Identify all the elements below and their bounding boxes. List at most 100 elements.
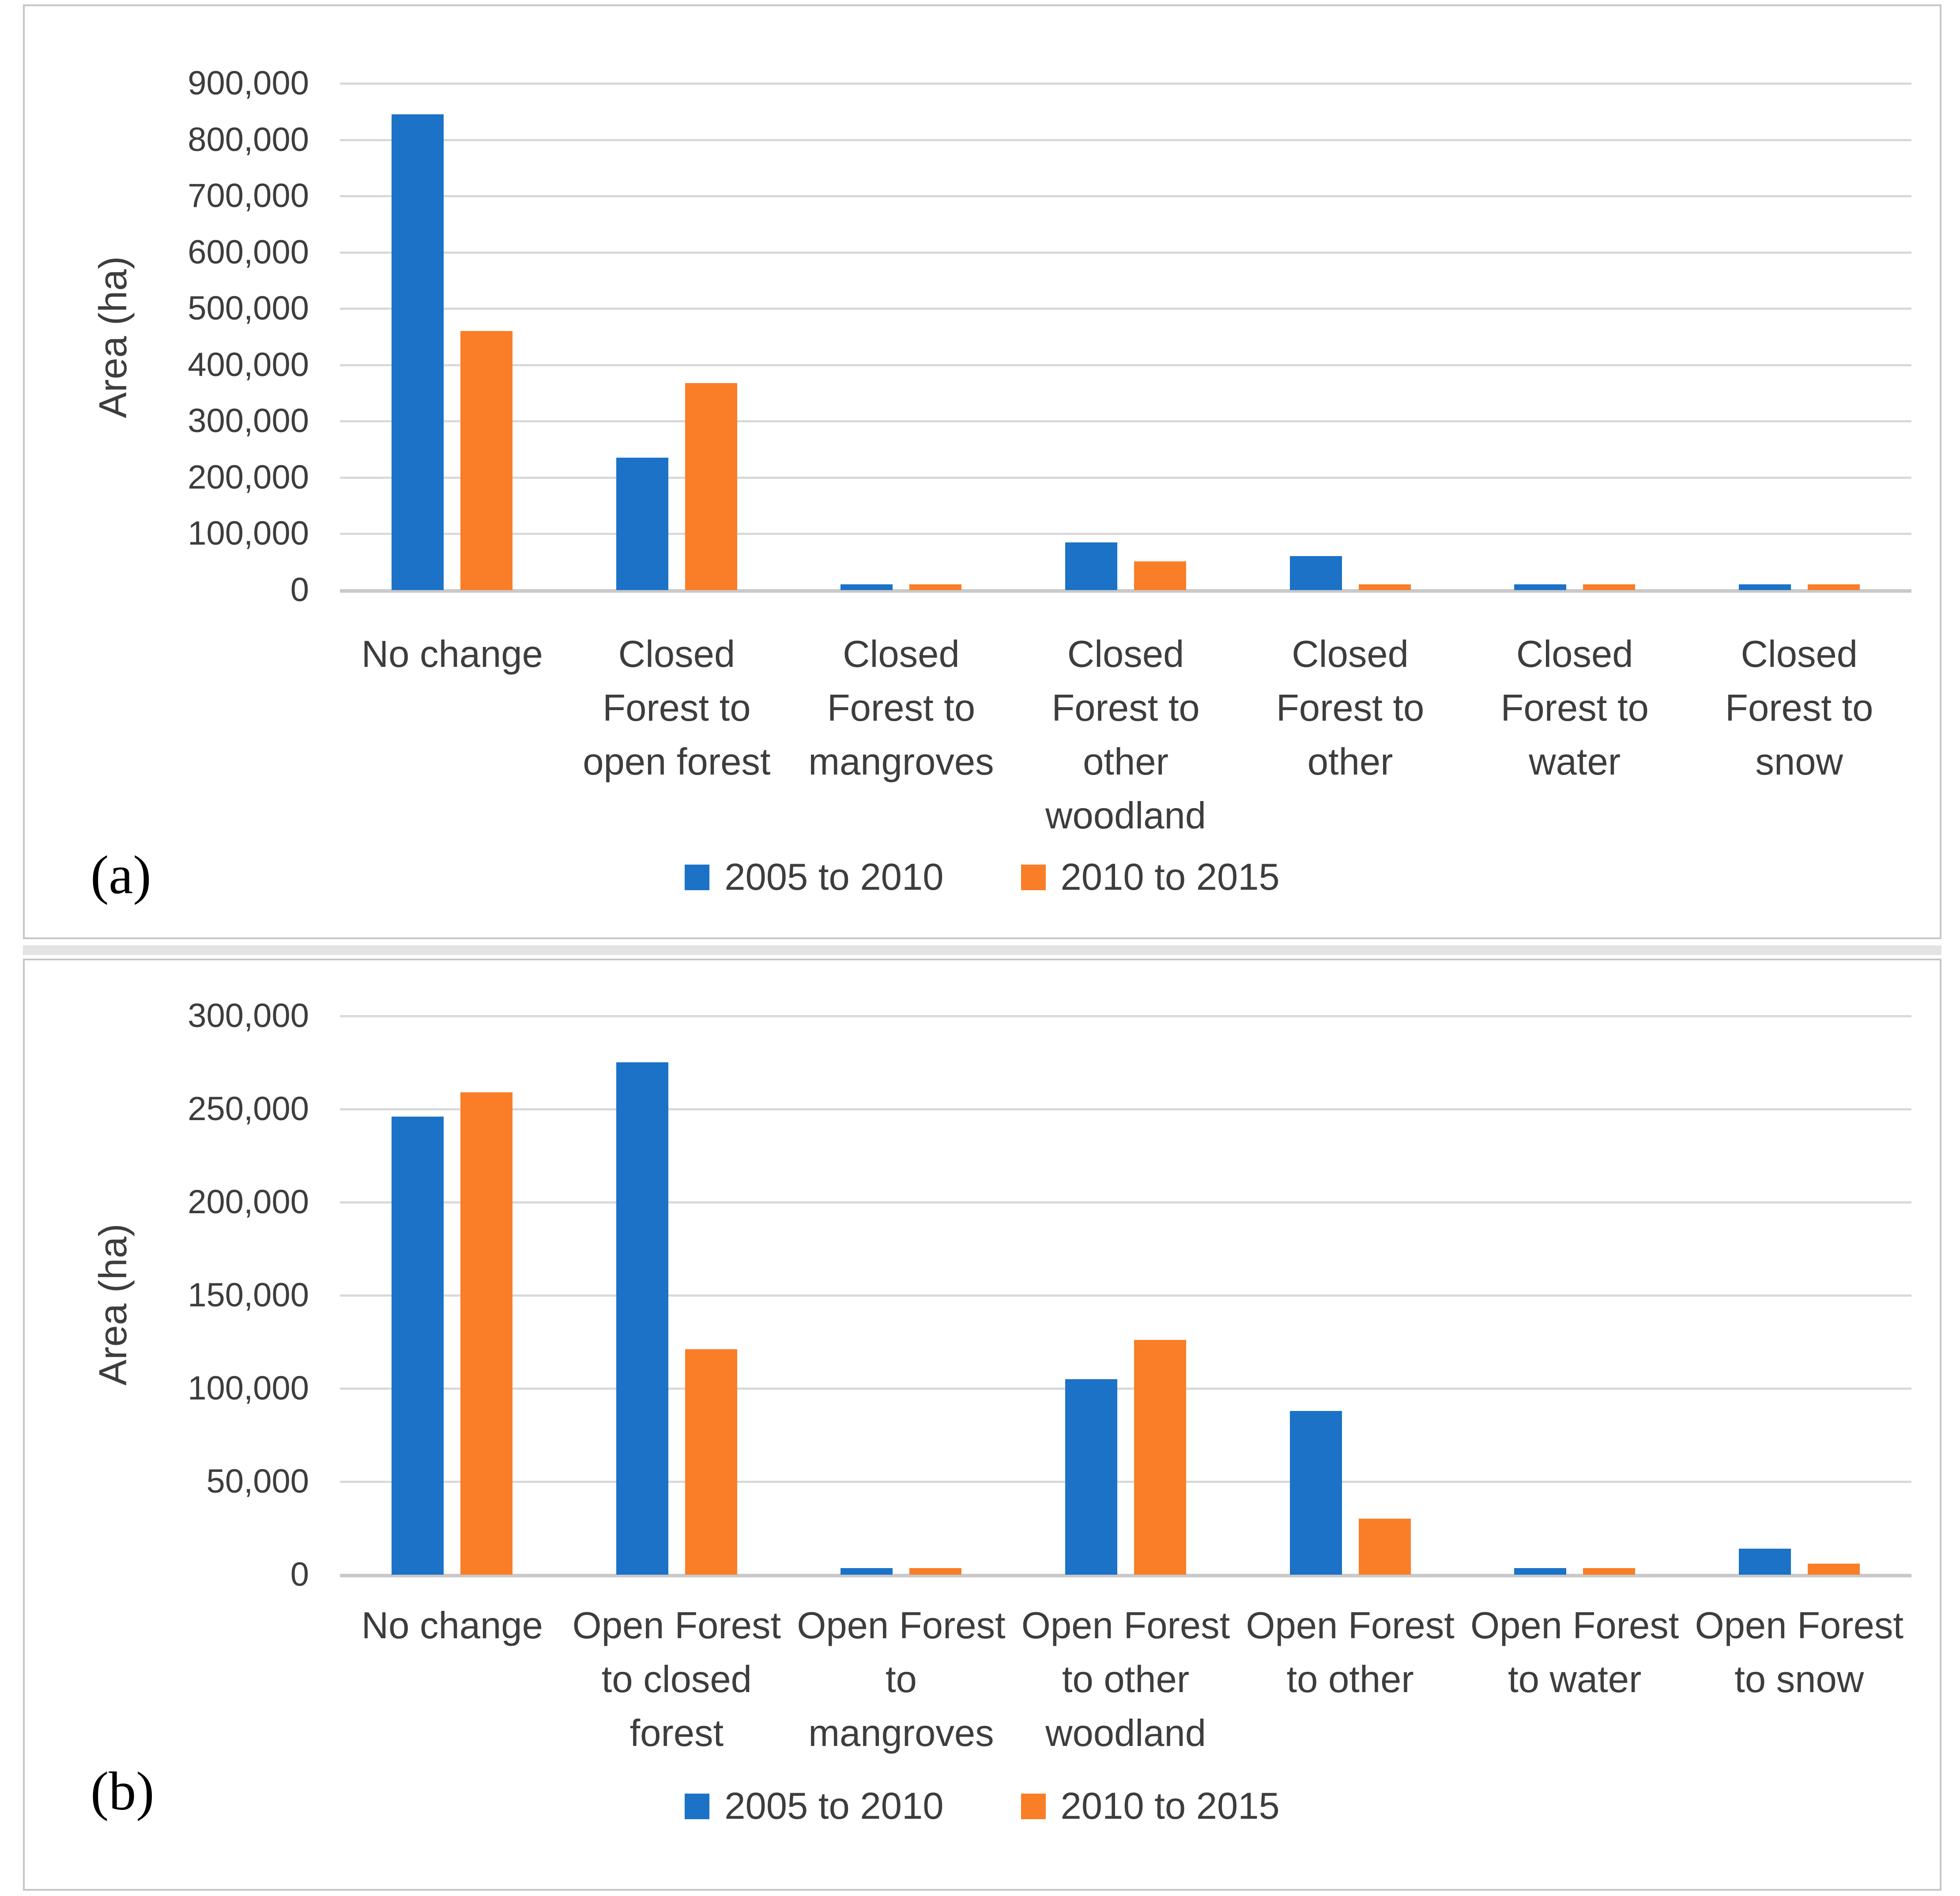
y-axis-title: Area (ha)	[91, 1223, 135, 1386]
bar-2010-to-2015-cat2	[909, 1568, 961, 1575]
legend: 2005 to 2010 2010 to 2015	[25, 856, 1940, 899]
bar-2010-to-2015-cat4	[1359, 1519, 1411, 1575]
y-tick-label: 50,000	[206, 1463, 309, 1500]
y-tick-label: 0	[290, 571, 309, 609]
gridline	[340, 1481, 1911, 1483]
x-category-label: Closed Forest to mangroves	[808, 633, 994, 783]
x-category-label: No change	[361, 633, 543, 675]
gridline	[340, 308, 1911, 310]
gridline	[340, 1108, 1911, 1110]
y-tick-label: 250,000	[188, 1090, 309, 1128]
x-category-label: Open Forest to other woodland	[1021, 1605, 1230, 1754]
y-tick-label: 150,000	[188, 1276, 309, 1314]
gridline	[340, 1201, 1911, 1204]
x-axis-labels: No change Open Forest to closed forest Ope…	[340, 1599, 1911, 1761]
y-tick-label: 200,000	[188, 1183, 309, 1221]
y-tick-label: 600,000	[188, 233, 309, 271]
bar-2005-to-2010-cat4	[1290, 1411, 1342, 1575]
legend-swatch-2010-2015	[1021, 1794, 1046, 1819]
y-tick-label: 900,000	[188, 64, 309, 102]
legend-label: 2010 to 2015	[1060, 856, 1280, 898]
bar-2010-to-2015-cat4	[1359, 584, 1411, 590]
x-axis-line	[340, 1574, 1911, 1577]
bar-2005-to-2010-cat4	[1290, 556, 1342, 590]
plot-area: 900,000 800,000 700,000 600,000 500,000 400,0…	[188, 64, 1911, 609]
gridline	[340, 139, 1911, 141]
x-category-label: Open Forest to snow	[1695, 1605, 1903, 1700]
gridline	[340, 1388, 1911, 1390]
legend-swatch-2010-2015	[1021, 865, 1046, 890]
bar-2010-to-2015-cat6	[1808, 1564, 1860, 1575]
y-tick-label: 0	[290, 1556, 309, 1593]
bar-2005-to-2010-cat5	[1514, 584, 1566, 590]
panel-letter-b: (b)	[90, 1761, 155, 1821]
panel-b: Area (ha) 300,000 250,000 200,000 150,000 10…	[23, 959, 1941, 1891]
x-category-label: Closed Forest to other woodland	[1045, 633, 1206, 837]
gridline	[340, 1294, 1911, 1297]
legend-entry: 2010 to 2015	[1021, 856, 1280, 899]
x-axis-line	[340, 589, 1911, 593]
bar-2010-to-2015-cat5	[1583, 1568, 1635, 1575]
y-axis-title: Area (ha)	[91, 256, 135, 418]
bar-2005-to-2010-cat0	[392, 1117, 444, 1575]
x-category-label: Closed Forest to open forest	[583, 633, 771, 783]
x-category-label: Closed Forest to other	[1276, 633, 1425, 783]
bar-2010-to-2015-cat3	[1134, 561, 1186, 590]
gridline	[340, 83, 1911, 85]
y-tick-label: 400,000	[188, 346, 309, 384]
panel-letter-a: (a)	[90, 845, 151, 905]
x-category-label: No change	[361, 1605, 543, 1647]
y-tick-label: 700,000	[188, 177, 309, 214]
y-tick-label: 100,000	[188, 1369, 309, 1407]
bar-2005-to-2010-cat6	[1739, 584, 1791, 590]
gridline	[340, 533, 1911, 535]
y-tick-label: 300,000	[188, 402, 309, 440]
panel-divider	[23, 945, 1941, 955]
x-axis-labels: No change Closed Forest to open forest Clo…	[340, 628, 1911, 843]
x-category-label: Closed Forest to water	[1500, 633, 1649, 783]
gridline	[340, 420, 1911, 422]
legend-entry: 2010 to 2015	[1021, 1785, 1280, 1828]
bar-2010-to-2015-cat0	[460, 331, 513, 590]
panel-a: Area (ha) 900,000 800,000 700,000 600,000 50…	[23, 4, 1941, 939]
gridline	[340, 1015, 1911, 1017]
gridline	[340, 195, 1911, 197]
bar-2005-to-2010-cat1	[616, 458, 668, 590]
bar-2010-to-2015-cat3	[1134, 1340, 1186, 1575]
y-tick-label: 500,000	[188, 290, 309, 327]
bar-2010-to-2015-cat1	[685, 1349, 737, 1575]
bar-2005-to-2010-cat6	[1739, 1549, 1791, 1575]
x-category-label: Open Forest to other	[1246, 1605, 1455, 1700]
y-tick-label: 200,000	[188, 459, 309, 496]
bar-2005-to-2010-cat1	[616, 1062, 668, 1575]
legend-label: 2005 to 2010	[724, 1785, 944, 1827]
legend-swatch-2005-2010	[685, 1794, 710, 1819]
legend-swatch-2005-2010	[685, 865, 710, 890]
bar-2010-to-2015-cat6	[1808, 584, 1860, 590]
plot-area: 300,000 250,000 200,000 150,000 100,000 50,00…	[188, 997, 1911, 1593]
bar-2010-to-2015-cat5	[1583, 584, 1635, 590]
bar-2005-to-2010-cat2	[841, 1568, 893, 1575]
y-tick-label: 800,000	[188, 121, 309, 158]
x-category-label: Open Forest to closed forest	[572, 1605, 781, 1754]
gridline	[340, 477, 1911, 479]
legend-label: 2010 to 2015	[1060, 1785, 1280, 1827]
bar-2005-to-2010-cat3	[1065, 1379, 1117, 1575]
bar-2005-to-2010-cat2	[841, 584, 893, 590]
bar-2010-to-2015-cat1	[685, 383, 737, 590]
bar-2005-to-2010-cat5	[1514, 1568, 1566, 1575]
bar-2010-to-2015-cat0	[460, 1092, 513, 1575]
x-category-label: Open Forest to mangroves	[797, 1605, 1006, 1754]
legend-entry: 2005 to 2010	[685, 1785, 944, 1828]
legend: 2005 to 2010 2010 to 2015	[25, 1785, 1940, 1828]
x-category-label: Closed Forest to snow	[1725, 633, 1873, 783]
bar-2010-to-2015-cat2	[909, 584, 961, 590]
y-tick-label: 100,000	[188, 515, 309, 552]
y-tick-label: 300,000	[188, 997, 309, 1035]
gridline	[340, 252, 1911, 254]
x-category-label: Open Forest to water	[1470, 1605, 1679, 1700]
bar-2005-to-2010-cat0	[392, 114, 444, 590]
legend-entry: 2005 to 2010	[685, 856, 944, 899]
gridline	[340, 364, 1911, 366]
